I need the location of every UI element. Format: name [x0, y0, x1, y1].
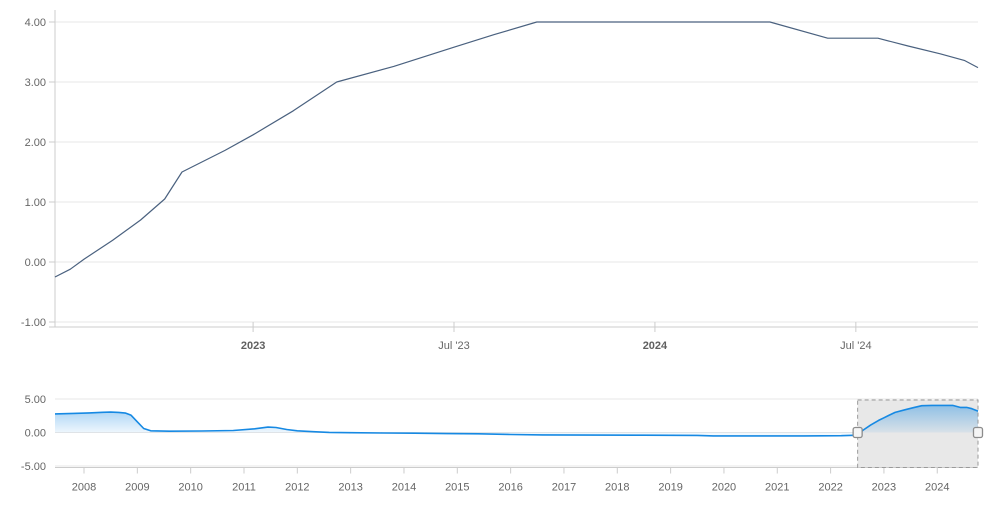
nav-x-axis-label: 2021 — [765, 482, 789, 494]
x-axis-label: 2024 — [643, 340, 668, 352]
navigator-plot-area[interactable] — [55, 399, 978, 468]
main-series-line — [54, 21, 979, 278]
x-axis-label: 2023 — [241, 340, 265, 352]
nav-x-axis-label: 2017 — [552, 482, 576, 494]
x-axis-label: Jul '23 — [438, 340, 469, 352]
nav-x-axis-label: 2010 — [178, 482, 202, 494]
navigator-series-line — [54, 404, 979, 437]
y-axis-label: 2.00 — [25, 137, 46, 149]
navigator: 5.00 0.00 -5.00 2008 2009 2010 2011 2012 2013 201… — [21, 394, 984, 494]
nav-x-axis-label: 2008 — [72, 482, 96, 494]
y-axis-label: 0.00 — [25, 257, 46, 269]
nav-x-axis-label: 2014 — [392, 482, 416, 494]
nav-x-axis-label: 2023 — [872, 482, 896, 494]
main-plot-area[interactable] — [55, 10, 978, 327]
nav-y-axis-label: -5.00 — [21, 461, 46, 473]
nav-y-axis-label: 5.00 — [25, 394, 46, 406]
navigator-handle-left[interactable] — [852, 426, 863, 439]
navigator-handle-right[interactable] — [972, 426, 984, 439]
nav-x-axis-label: 2012 — [285, 482, 309, 494]
y-axis-label: -1.00 — [21, 317, 46, 329]
x-axis-label: Jul '24 — [840, 340, 871, 352]
main-chart: 4.00 3.00 2.00 1.00 0.00 -1.00 2023 Jul '23 2024… — [21, 10, 979, 352]
nav-x-axis-label: 2019 — [658, 482, 682, 494]
nav-x-axis-label: 2022 — [818, 482, 842, 494]
nav-x-axis-label: 2009 — [125, 482, 149, 494]
y-axis-label: 3.00 — [25, 77, 46, 89]
nav-x-axis-label: 2016 — [498, 482, 522, 494]
nav-x-axis-label: 2015 — [445, 482, 469, 494]
nav-x-axis-label: 2013 — [338, 482, 362, 494]
nav-x-axis-label: 2024 — [925, 482, 949, 494]
nav-x-axis-label: 2018 — [605, 482, 629, 494]
y-axis-label: 4.00 — [25, 17, 46, 29]
y-axis-label: 1.00 — [25, 197, 46, 209]
nav-x-axis-label: 2020 — [712, 482, 736, 494]
nav-x-axis-label: 2011 — [232, 482, 256, 494]
nav-y-axis-label: 0.00 — [25, 428, 46, 440]
